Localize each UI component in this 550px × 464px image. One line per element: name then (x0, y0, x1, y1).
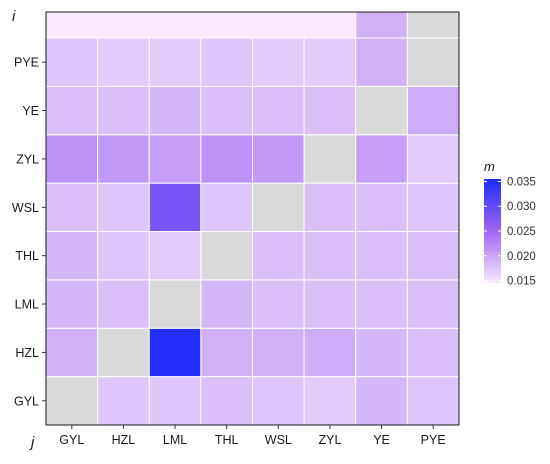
heatmap-cell-thl-wsl (252, 231, 305, 281)
heatmap-cell-wsl-lml (148, 182, 202, 232)
legend-tick-label: 0.030 (507, 201, 536, 213)
heatmap-cell-thl-thl (200, 231, 253, 281)
heatmap-cell-gyl-hzl (97, 376, 150, 426)
heatmap-cell-lml-hzl (97, 279, 150, 329)
top-strip-cell-pye (406, 11, 460, 39)
heatmap-cell-hzl-gyl (45, 327, 99, 378)
heatmap-cell-ye-lml (148, 85, 202, 136)
heatmap-cell-lml-pye (406, 279, 460, 329)
x-axis: GYL HZL LML THL WSL ZYL YE PYE (59, 425, 446, 447)
heatmap-cell-zyl-wsl (252, 134, 305, 184)
heatmap-cell-thl-pye (406, 231, 460, 281)
heatmap-cell-thl-hzl (97, 231, 150, 281)
heatmap-cell-hzl-pye (406, 327, 460, 378)
plot-panel-border (45, 11, 460, 426)
heatmap-cell-gyl-gyl (45, 376, 99, 426)
legend-tick-label: 0.020 (507, 251, 536, 263)
x-tick-label: ZYL (318, 433, 341, 447)
heatmap-cell-ye-zyl (303, 85, 357, 136)
heatmap-cell-lml-zyl (303, 279, 357, 329)
heatmap-cell-hzl-hzl (97, 327, 150, 378)
heatmap-cell-lml-wsl (252, 279, 305, 329)
heatmap-cell-wsl-pye (406, 182, 460, 232)
x-tick-label: YE (373, 433, 390, 447)
top-strip (46, 12, 356, 38)
y-tick-label: THL (15, 249, 39, 263)
heatmap-cell-thl-lml (148, 231, 202, 281)
heatmap-cell-hzl-wsl (252, 327, 305, 378)
x-axis-label: j (29, 434, 35, 451)
heatmap-cell-ye-hzl (97, 85, 150, 136)
y-tick-label: GYL (14, 394, 39, 408)
x-tick-label: HZL (112, 433, 136, 447)
heatmap-cell-zyl-hzl (97, 134, 150, 184)
heatmap-cell-gyl-lml (148, 376, 202, 426)
heatmap-cell-wsl-thl (200, 182, 253, 232)
heatmap-cell-pye-zyl (303, 37, 357, 87)
heatmap-cell-wsl-zyl (303, 182, 357, 232)
heatmap-cell-gyl-thl (200, 376, 253, 426)
heatmap-cell-ye-thl (200, 85, 253, 136)
heatmap-cell-pye-thl (200, 37, 253, 87)
heatmap-cell-zyl-lml (148, 134, 202, 184)
heatmap-cell-gyl-wsl (252, 376, 305, 426)
heatmap-cell-pye-pye (406, 37, 460, 87)
heatmap-cell-lml-lml (148, 279, 202, 329)
heatmap-cell-pye-hzl (97, 37, 150, 87)
x-tick-label: THL (215, 433, 239, 447)
heatmap-cell-zyl-pye (406, 134, 460, 184)
y-tick-label: YE (22, 104, 39, 118)
heatmap-cell-thl-zyl (303, 231, 357, 281)
heatmap-cell-pye-lml (148, 37, 202, 87)
heatmap-cell-ye-ye (355, 85, 408, 136)
legend-ticks: 0.015 0.020 0.025 0.030 0.035 (484, 176, 536, 288)
x-tick-label: LML (163, 433, 187, 447)
x-tick-label: GYL (59, 433, 84, 447)
heatmap-cell-hzl-thl (200, 327, 253, 378)
y-tick-label: PYE (14, 56, 39, 70)
legend-tick-label: 0.035 (507, 176, 536, 188)
heatmap-cell-gyl-zyl (303, 376, 357, 426)
heatmap-cell-zyl-zyl (303, 134, 357, 184)
heatmap-cell-zyl-gyl (45, 134, 99, 184)
heatmap-cell-wsl-hzl (97, 182, 150, 232)
legend: m 0.015 0.020 0.025 0.030 0.035 (484, 159, 536, 288)
y-tick-label: LML (15, 298, 39, 312)
heatmap-cell-wsl-wsl (252, 182, 305, 232)
heatmap-cell-hzl-ye (355, 327, 408, 378)
legend-colorbar (484, 179, 501, 283)
heatmap-cell-ye-pye (406, 85, 460, 136)
y-tick-label: HZL (15, 346, 39, 360)
y-axis-label: i (12, 8, 16, 25)
plot-cells (45, 11, 460, 426)
heatmap-cell-lml-thl (200, 279, 253, 329)
heatmap-cell-hzl-zyl (303, 327, 357, 378)
heatmap-cell-wsl-gyl (45, 182, 99, 232)
heatmap-cell-gyl-ye (355, 376, 408, 426)
y-tick-label: WSL (12, 201, 39, 215)
legend-tick-label: 0.025 (507, 226, 536, 238)
heatmap-cell-lml-gyl (45, 279, 99, 329)
y-tick-label: ZYL (16, 152, 39, 166)
heatmap-cell-ye-gyl (45, 85, 99, 136)
y-axis: GYL HZL LML THL WSL ZYL YE PYE (12, 56, 46, 408)
heatmap-cell-thl-ye (355, 231, 408, 281)
heatmap-cell-wsl-ye (355, 182, 408, 232)
heatmap-cell-zyl-ye (355, 134, 408, 184)
legend-tick-label: 0.015 (507, 276, 536, 288)
legend-title: m (484, 159, 495, 174)
heatmap-cell-thl-gyl (45, 231, 99, 281)
heatmap-cell-pye-wsl (252, 37, 305, 87)
top-strip-cell-ye (355, 11, 408, 39)
heatmap-cell-zyl-thl (200, 134, 253, 184)
x-tick-label: PYE (421, 433, 446, 447)
heatmap-cell-pye-gyl (45, 37, 99, 87)
x-tick-label: WSL (265, 433, 292, 447)
heatmap-cell-lml-ye (355, 279, 408, 329)
heatmap-cell-hzl-lml (148, 327, 202, 378)
heatmap-cell-ye-wsl (252, 85, 305, 136)
heatmap-cell-pye-ye (355, 37, 408, 87)
heatmap-cell-gyl-pye (406, 376, 460, 426)
